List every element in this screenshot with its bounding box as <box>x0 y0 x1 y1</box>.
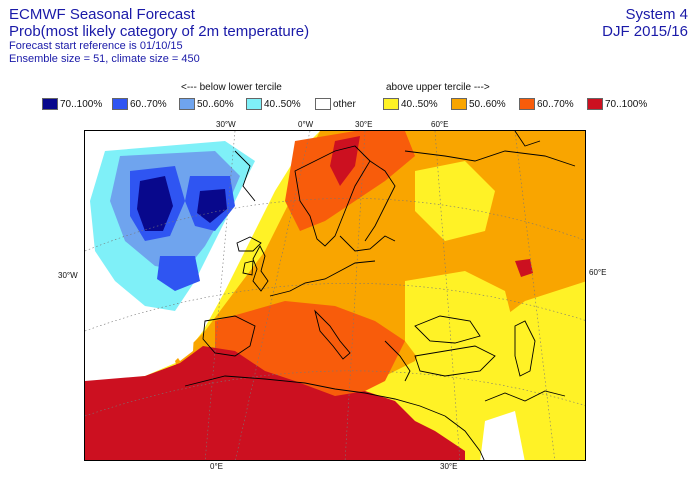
legend-item: 50..60% <box>451 98 506 110</box>
legend-swatch <box>451 98 467 110</box>
lon-label-30w: 30°W <box>216 120 236 129</box>
legend-swatch <box>519 98 535 110</box>
legend-item: 60..70% <box>112 98 167 110</box>
legend-headings: <--- below lower tercile above upper ter… <box>0 82 697 96</box>
region-other-iberia-coast <box>170 316 195 361</box>
region-blue-3 <box>157 256 200 291</box>
lon-label-0: 0°W <box>298 120 314 129</box>
legend-item: 70..100% <box>42 98 102 110</box>
system-label: System 4 <box>625 6 688 23</box>
legend-item: 40..50% <box>383 98 438 110</box>
lon-label-60e: 60°E <box>431 120 449 129</box>
legend-swatch <box>42 98 58 110</box>
legend-swatch <box>587 98 603 110</box>
lon-label-bottom-30e: 30°E <box>440 462 458 471</box>
lat-label-right: 60°E <box>589 268 607 277</box>
lon-label-bottom-0: 0°E <box>210 462 223 471</box>
legend-item: other <box>315 98 356 110</box>
chart-title: ECMWF Seasonal Forecast <box>9 6 195 23</box>
system-block: System 4 DJF 2015/16 <box>602 6 688 40</box>
lat-label-left: 30°W <box>58 271 78 280</box>
legend-label: 60..70% <box>537 98 574 110</box>
region-darkred-africa <box>85 346 465 460</box>
legend-label: 70..100% <box>60 98 103 110</box>
region-darkred-scandinavia <box>330 136 360 186</box>
legend-swatch <box>383 98 399 110</box>
region-yellow-se <box>515 321 585 431</box>
legend-swatch <box>112 98 128 110</box>
region-darkblue-2 <box>197 189 227 223</box>
legend-swatch <box>179 98 195 110</box>
below-tercile-heading: <--- below lower tercile <box>181 82 282 93</box>
legend-label: 50..60% <box>197 98 234 110</box>
legend-label: 70..100% <box>605 98 648 110</box>
season-label: DJF 2015/16 <box>602 23 688 40</box>
title-block: ECMWF Seasonal Forecast Prob(most likely… <box>9 6 309 66</box>
legend-label: 60..70% <box>130 98 167 110</box>
legend-label: 40..50% <box>401 98 438 110</box>
region-other-middleeast <box>480 411 525 460</box>
map-canvas <box>85 131 585 460</box>
lon-label-30e: 30°E <box>355 120 373 129</box>
ensemble-size-text: Ensemble size = 51, climate size = 450 <box>9 53 200 65</box>
legend-label: 40..50% <box>264 98 301 110</box>
chart-subtitle: Prob(most likely category of 2m temperat… <box>9 23 310 40</box>
forecast-start-text: Forecast start reference is 01/10/15 <box>9 40 183 52</box>
legend-swatch <box>246 98 262 110</box>
region-redorange-north <box>285 131 415 231</box>
above-tercile-heading: above upper tercile ---> <box>386 82 490 93</box>
forecast-map <box>84 130 586 461</box>
region-darkblue-1 <box>137 176 173 231</box>
legend-item: 60..70% <box>519 98 574 110</box>
region-darkred-east <box>515 259 533 277</box>
legend-swatch <box>315 98 331 110</box>
legend-item: 70..100% <box>587 98 647 110</box>
legend-label: 50..60% <box>469 98 506 110</box>
legend-label: other <box>333 98 356 110</box>
coastlines <box>184 131 576 460</box>
region-yellow-north <box>415 161 495 241</box>
legend-item: 40..50% <box>246 98 301 110</box>
legend-item: 50..60% <box>179 98 234 110</box>
